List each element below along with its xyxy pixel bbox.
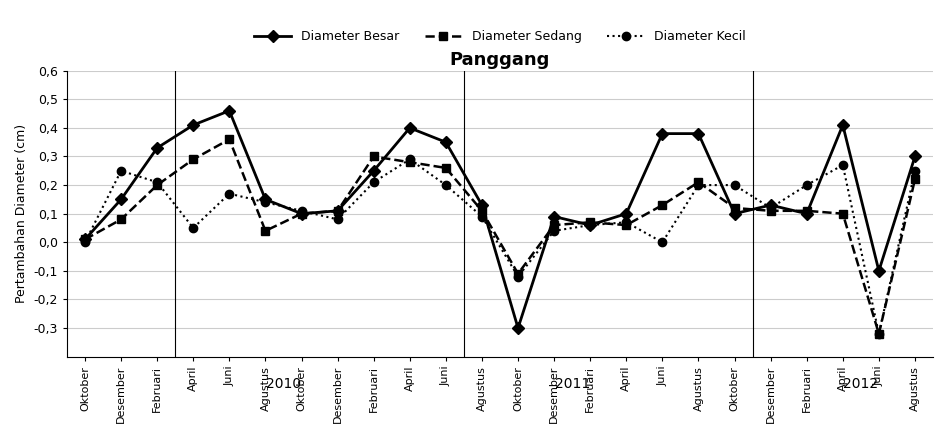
Diameter Kecil [260, 199, 271, 205]
Diameter Kecil [404, 156, 415, 162]
Diameter Sedang [332, 208, 343, 214]
Diameter Besar [368, 168, 379, 173]
Diameter Sedang [80, 237, 91, 242]
Diameter Kecil [80, 240, 91, 245]
Line: Diameter Kecil: Diameter Kecil [81, 155, 920, 338]
Diameter Sedang [657, 202, 668, 208]
Text: 2012: 2012 [844, 377, 879, 391]
Diameter Besar [296, 211, 307, 216]
Diameter Besar [404, 125, 415, 131]
Diameter Kecil [116, 168, 127, 173]
Diameter Sedang [440, 165, 451, 171]
Diameter Sedang [801, 208, 812, 214]
Y-axis label: Pertambahan Diameter (cm): Pertambahan Diameter (cm) [15, 124, 28, 303]
Legend: Diameter Besar, Diameter Sedang, Diameter Kecil: Diameter Besar, Diameter Sedang, Diamete… [248, 25, 751, 48]
Diameter Sedang [837, 211, 848, 216]
Diameter Sedang [909, 177, 921, 182]
Diameter Kecil [585, 223, 596, 228]
Diameter Sedang [296, 211, 307, 216]
Diameter Besar [621, 211, 632, 216]
Diameter Besar [476, 202, 487, 208]
Diameter Besar [801, 211, 812, 216]
Diameter Sedang [873, 331, 884, 337]
Diameter Kecil [512, 274, 523, 279]
Diameter Kecil [332, 217, 343, 222]
Diameter Besar [873, 268, 884, 274]
Diameter Kecil [296, 208, 307, 214]
Diameter Besar [260, 197, 271, 202]
Diameter Sedang [404, 160, 415, 165]
Diameter Sedang [585, 219, 596, 225]
Diameter Kecil [909, 168, 921, 173]
Diameter Kecil [801, 182, 812, 188]
Diameter Sedang [188, 156, 199, 162]
Line: Diameter Sedang: Diameter Sedang [81, 135, 920, 338]
Diameter Besar [188, 122, 199, 128]
Diameter Kecil [765, 205, 776, 211]
Diameter Sedang [368, 154, 379, 159]
Diameter Besar [585, 223, 596, 228]
Diameter Besar [657, 131, 668, 136]
Line: Diameter Besar: Diameter Besar [81, 106, 920, 332]
Title: Panggang: Panggang [449, 51, 550, 69]
Diameter Sedang [765, 208, 776, 214]
Diameter Besar [837, 122, 848, 128]
Diameter Besar [729, 211, 740, 216]
Diameter Kecil [188, 225, 199, 231]
Diameter Kecil [440, 182, 451, 188]
Text: 2011: 2011 [555, 377, 590, 391]
Diameter Sedang [260, 228, 271, 233]
Diameter Kecil [152, 180, 163, 185]
Diameter Besar [80, 237, 91, 242]
Diameter Sedang [476, 208, 487, 214]
Diameter Kecil [368, 180, 379, 185]
Diameter Kecil [476, 214, 487, 219]
Diameter Sedang [116, 217, 127, 222]
Diameter Besar [765, 202, 776, 208]
Diameter Besar [116, 197, 127, 202]
Diameter Sedang [152, 182, 163, 188]
Diameter Besar [440, 139, 451, 145]
Diameter Kecil [837, 162, 848, 168]
Diameter Besar [909, 154, 921, 159]
Diameter Besar [224, 108, 235, 114]
Diameter Besar [152, 145, 163, 151]
Diameter Sedang [693, 180, 704, 185]
Diameter Besar [512, 325, 523, 331]
Diameter Besar [549, 214, 560, 219]
Diameter Sedang [224, 137, 235, 142]
Diameter Kecil [729, 182, 740, 188]
Diameter Kecil [621, 219, 632, 225]
Diameter Kecil [693, 182, 704, 188]
Diameter Sedang [549, 223, 560, 228]
Diameter Besar [332, 208, 343, 214]
Text: 2010: 2010 [265, 377, 301, 391]
Diameter Kecil [873, 331, 884, 337]
Diameter Sedang [512, 271, 523, 276]
Diameter Kecil [549, 228, 560, 233]
Diameter Kecil [657, 240, 668, 245]
Diameter Sedang [621, 223, 632, 228]
Diameter Kecil [224, 191, 235, 196]
Diameter Sedang [729, 205, 740, 211]
Diameter Besar [693, 131, 704, 136]
